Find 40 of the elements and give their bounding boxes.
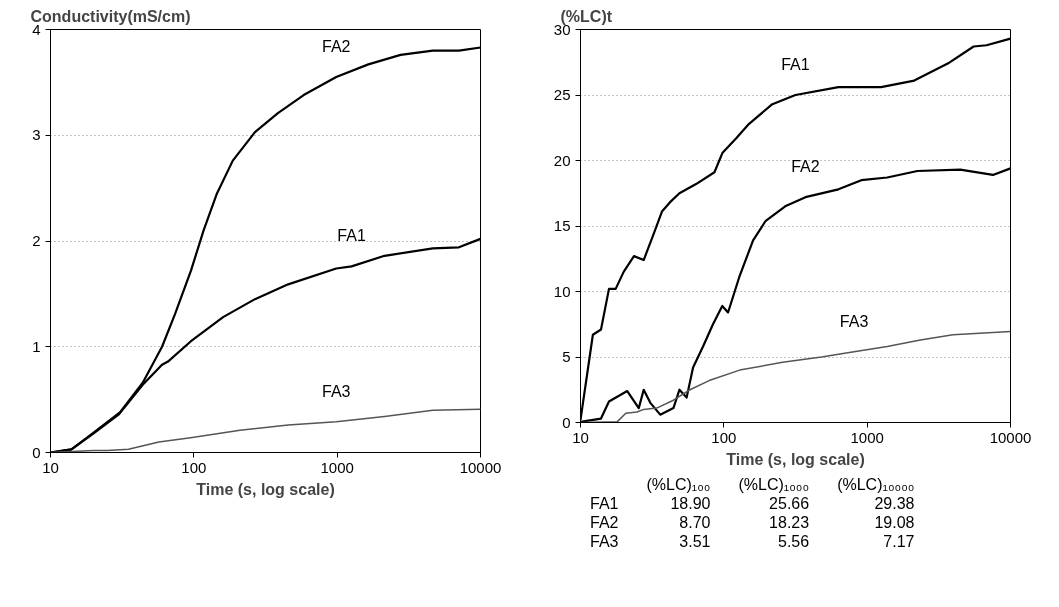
- y-axis-title: Conductivity(mS/cm): [30, 7, 191, 25]
- x-tick-label: 1000: [850, 428, 884, 446]
- text: 18.23: [768, 513, 811, 532]
- y-tick-label: 1: [32, 337, 41, 355]
- y-tick-label: 0: [562, 413, 571, 431]
- series-label: FA1: [337, 227, 366, 245]
- text: 3.51: [678, 532, 712, 551]
- text: 8.70: [678, 513, 712, 532]
- y-tick-label: 15: [553, 217, 571, 234]
- text: 5.56: [777, 532, 811, 551]
- x-axis-title: Time (s, log scale): [196, 480, 335, 498]
- text: FA3: [590, 532, 620, 551]
- x-tick-label: 1000: [320, 458, 354, 476]
- y-tick-label: 0: [32, 443, 41, 461]
- text: (%LC)₁₀₀₀₀: [836, 475, 916, 494]
- x-tick-label: 10000: [459, 458, 502, 476]
- series-label: FA3: [322, 382, 351, 400]
- y-tick-label: 2: [32, 232, 41, 249]
- text: FA1: [590, 494, 620, 513]
- text: 7.17: [882, 532, 916, 551]
- text: 25.66: [768, 494, 811, 513]
- text: FA2: [590, 513, 620, 532]
- y-tick-label: 25: [553, 86, 571, 103]
- text: 18.90: [669, 494, 712, 513]
- series-label: FA1: [781, 56, 810, 73]
- series-label: FA3: [839, 312, 869, 330]
- y-tick-label: 5: [562, 348, 571, 365]
- text: (%LC)₁₀₀: [645, 475, 712, 494]
- x-tick-label: 100: [711, 428, 737, 446]
- text: (%LC)₁₀₀₀: [737, 475, 811, 494]
- y-tick-label: 3: [32, 126, 41, 144]
- y-tick-label: 10: [553, 282, 571, 300]
- text: 29.38: [873, 494, 916, 513]
- x-axis-title: Time (s, log scale): [726, 450, 865, 468]
- text: 19.08: [873, 513, 916, 532]
- x-tick-label: 100: [181, 458, 207, 476]
- series-label: FA2: [791, 158, 820, 176]
- x-tick-label: 10000: [989, 428, 1032, 446]
- series-label: FA2: [322, 38, 351, 56]
- y-tick-label: 20: [553, 151, 571, 169]
